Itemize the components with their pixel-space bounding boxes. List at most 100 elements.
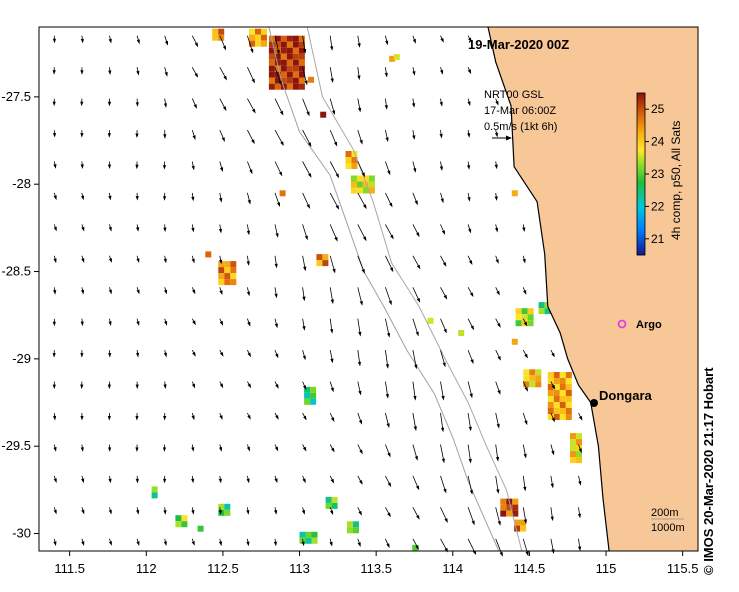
- current-arrow: [467, 507, 475, 526]
- colorbar-step: [637, 247, 645, 249]
- colorbar-step: [637, 241, 645, 243]
- colorbar-step: [637, 209, 645, 211]
- current-arrow: [467, 130, 471, 138]
- current-arrow: [412, 98, 416, 108]
- current-arrow: [108, 287, 112, 295]
- current-arrow: [191, 161, 195, 171]
- current-arrow: [302, 98, 310, 117]
- sst-cell: [514, 525, 521, 532]
- colorbar-step: [637, 221, 645, 223]
- colorbar-step: [637, 216, 645, 218]
- current-arrow: [385, 381, 389, 399]
- colorbar-step: [637, 136, 645, 138]
- colorbar-step: [637, 132, 645, 134]
- sst-cell: [547, 414, 554, 420]
- current-arrow: [81, 475, 85, 484]
- current-arrow: [385, 192, 393, 208]
- current-arrow: [357, 318, 362, 337]
- current-arrow: [219, 444, 223, 452]
- x-tick-label: 113: [289, 561, 310, 576]
- sst-cell: [500, 510, 507, 517]
- current-arrow: [81, 255, 85, 263]
- colorbar-gradient: [637, 93, 645, 256]
- current-vector-layer: [52, 35, 583, 557]
- current-arrow: [108, 475, 112, 484]
- current-arrow: [467, 67, 472, 75]
- colorbar-step: [637, 155, 645, 157]
- current-arrow: [218, 507, 222, 515]
- current-arrow: [53, 255, 57, 264]
- colorbar-step: [637, 236, 645, 238]
- colorbar-step: [637, 191, 645, 193]
- current-arrow: [163, 507, 167, 515]
- current-arrow: [302, 381, 307, 390]
- colorbar-step: [637, 114, 645, 116]
- current-arrow: [467, 349, 474, 364]
- current-arrow: [522, 255, 526, 264]
- sst-cell: [368, 175, 375, 182]
- current-arrow: [163, 130, 167, 139]
- sst-cell: [535, 375, 542, 382]
- current-arrow: [52, 381, 56, 390]
- sst-cell: [521, 308, 528, 315]
- sst-cell: [570, 439, 576, 446]
- sst-cell: [286, 83, 293, 90]
- colorbar-step: [637, 213, 645, 215]
- current-arrow: [578, 538, 582, 552]
- map-frame: [38, 26, 699, 552]
- current-arrow: [108, 192, 112, 201]
- current-arrow: [53, 161, 57, 169]
- current-arrow: [357, 412, 362, 425]
- sst-cell: [261, 34, 267, 41]
- sst-cell: [576, 433, 582, 440]
- current-arrow: [384, 67, 388, 78]
- sst-cell: [368, 181, 375, 188]
- current-arrow: [412, 255, 421, 270]
- sst-cell: [305, 537, 312, 544]
- colorbar-step: [637, 217, 645, 219]
- current-arrow: [329, 98, 336, 115]
- current-arrow: [357, 507, 362, 516]
- sst-cell: [304, 386, 311, 393]
- sst-cell: [331, 496, 338, 503]
- colorbar-step: [637, 180, 645, 182]
- current-arrow: [385, 538, 390, 549]
- current-arrow: [219, 349, 224, 357]
- sst-cell: [535, 369, 542, 376]
- x-tick-label: 115.5: [667, 561, 699, 576]
- sst-cell: [274, 65, 281, 72]
- colorbar-step: [637, 158, 645, 160]
- colorbar-step: [637, 143, 645, 145]
- sst-cell: [356, 175, 363, 182]
- current-legend-time: 17-Mar 06:00Z: [484, 105, 556, 117]
- sst-cell: [316, 260, 323, 267]
- current-arrow: [357, 255, 365, 274]
- current-arrow: [53, 475, 57, 483]
- sst-cell: [368, 187, 375, 194]
- current-arrow: [219, 255, 223, 265]
- current-arrow: [329, 192, 340, 210]
- sst-cell: [515, 320, 522, 327]
- colorbar-step: [637, 97, 645, 99]
- y-tick-label: -29.5: [1, 438, 31, 453]
- current-arrow: [550, 538, 555, 554]
- sst-cell: [576, 445, 582, 452]
- current-arrow: [385, 475, 392, 488]
- current-arrow: [550, 444, 555, 456]
- sst-cell: [224, 503, 231, 510]
- sst-cell: [553, 378, 560, 384]
- isobath-1000m-line: [306, 26, 523, 552]
- current-arrow: [53, 192, 57, 201]
- sst-cell: [274, 77, 281, 84]
- current-arrow: [440, 224, 446, 235]
- sst-cell: [298, 59, 305, 66]
- current-arrow: [219, 381, 224, 389]
- sst-cell: [553, 414, 560, 420]
- current-arrow: [108, 444, 112, 452]
- sst-cell: [521, 314, 528, 321]
- current-arrow: [412, 318, 419, 337]
- sst-cell: [175, 521, 182, 528]
- sst-cell: [261, 28, 267, 35]
- current-arrow: [329, 318, 334, 334]
- current-arrow: [329, 224, 338, 242]
